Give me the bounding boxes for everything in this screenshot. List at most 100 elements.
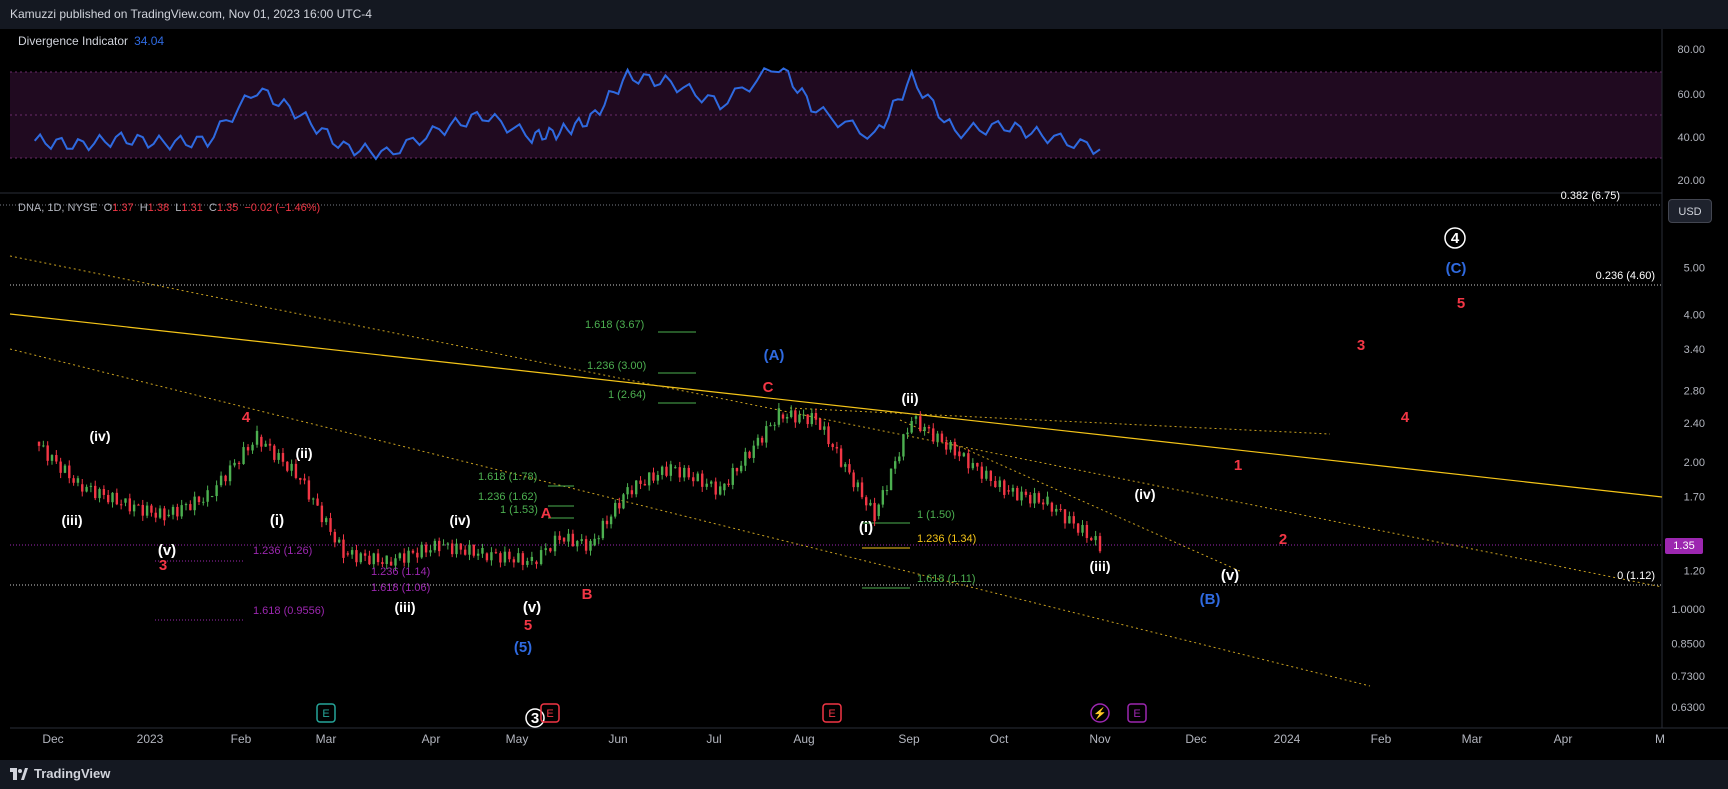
candle-body [290, 463, 293, 471]
oscillator-value: 34.04 [134, 34, 165, 48]
candle-body [881, 490, 885, 505]
candle-body [835, 447, 839, 449]
candle-body [945, 441, 948, 450]
candle-body [137, 504, 140, 506]
candle-body [389, 561, 393, 566]
candle-body [494, 552, 498, 554]
candle-body [281, 452, 285, 462]
event-marker-glyph: E [546, 708, 553, 720]
candle-body [264, 443, 267, 447]
candle-body [63, 465, 67, 473]
tradingview-logo-icon [10, 767, 28, 780]
candle-body [368, 555, 371, 565]
candle-body [337, 539, 341, 543]
candle-body [115, 492, 119, 505]
candle-body [228, 465, 232, 482]
candle-body [839, 448, 843, 467]
candle-body [376, 553, 380, 563]
candle-body [544, 548, 547, 551]
earnings-event-marker[interactable]: E [540, 703, 560, 723]
candle-body [472, 544, 475, 556]
candle-body [197, 496, 201, 503]
candle-body [273, 445, 276, 460]
candle-body [1059, 508, 1062, 510]
candle-body [210, 495, 214, 497]
candle-body [756, 437, 760, 446]
candle-body [50, 455, 54, 461]
candle-body [914, 416, 918, 419]
candle-body [333, 531, 337, 543]
candle-body [1037, 493, 1041, 503]
candle-body [660, 466, 664, 475]
candle-body [1003, 480, 1006, 495]
candle-body [407, 550, 410, 563]
candle-body [852, 472, 855, 488]
candle-body [923, 426, 926, 432]
price-tick-label: 0.8500 [1671, 639, 1705, 651]
candle-body [1063, 509, 1067, 524]
price-tick-label: 2.00 [1684, 457, 1705, 469]
wave-label: 3 [1357, 337, 1365, 354]
candle-body [260, 436, 263, 447]
currency-button[interactable]: USD [1668, 199, 1712, 223]
candle-body [1076, 523, 1080, 533]
candle-body [102, 489, 106, 495]
candle-body [1029, 494, 1032, 504]
candle-body [132, 504, 136, 512]
candle-body [678, 467, 681, 478]
wave-label: (ii) [295, 445, 312, 461]
candle-body [512, 559, 516, 563]
tradingview-logo[interactable]: TradingView [10, 766, 110, 781]
wave-label: (v) [1221, 567, 1239, 584]
time-tick-label: Dec [42, 732, 63, 746]
time-tick-label: Jun [608, 732, 627, 746]
candle-body [1055, 508, 1058, 512]
candle-body [372, 553, 375, 565]
candle-body [848, 464, 851, 473]
candle-body [381, 562, 384, 564]
time-tick-label: Jul [706, 732, 721, 746]
candle-body [735, 467, 739, 472]
earnings-event-marker[interactable]: E [1127, 703, 1147, 723]
candle-body [312, 498, 315, 500]
candle-body [224, 475, 227, 482]
fib-target-stubs [155, 331, 910, 621]
price-tick-label: 1.20 [1684, 565, 1705, 577]
legend-close-label: C [208, 202, 217, 214]
wave-label: 1 [1234, 457, 1242, 474]
candle-body [626, 487, 629, 495]
symbol-legend[interactable]: DNA, 1D, NYSE O1.37 H1.38 L1.31 C1.35 −0… [18, 202, 320, 214]
candle-body [438, 540, 441, 552]
candle-body [936, 433, 939, 442]
wave-label: (iii) [395, 599, 416, 615]
candle-body [450, 543, 454, 555]
wave-label: (iv) [450, 512, 471, 528]
candle-body [59, 461, 62, 473]
earnings-event-marker[interactable]: E [316, 703, 336, 723]
time-tick-label: Nov [1089, 732, 1110, 746]
candle-body [597, 538, 600, 540]
candle-body [630, 490, 634, 495]
earnings-event-marker[interactable]: ⚡ [1090, 703, 1110, 723]
event-markers[interactable]: E E E ⚡ E [316, 703, 1147, 723]
candle-body [459, 543, 463, 550]
candle-body [329, 518, 332, 532]
earnings-event-marker[interactable]: E [822, 703, 842, 723]
candle-body [665, 466, 668, 476]
candle-body [55, 455, 58, 462]
candle-body [949, 441, 952, 450]
candle-body [719, 486, 722, 495]
candle-body [141, 504, 144, 516]
candle-body [433, 540, 437, 551]
candle-body [98, 489, 101, 499]
candle-body [567, 533, 570, 542]
candle-body [171, 506, 175, 515]
candle-body [355, 550, 358, 563]
oscillator-tick-label: 60.00 [1677, 89, 1705, 101]
wave-label: (iv) [1135, 486, 1156, 502]
candle-body [1024, 491, 1028, 495]
oscillator-tick-label: 80.00 [1677, 44, 1705, 56]
candle-body [687, 467, 690, 478]
oscillator-y-axis: 80.00 60.00 40.00 20.00 [1677, 44, 1705, 187]
